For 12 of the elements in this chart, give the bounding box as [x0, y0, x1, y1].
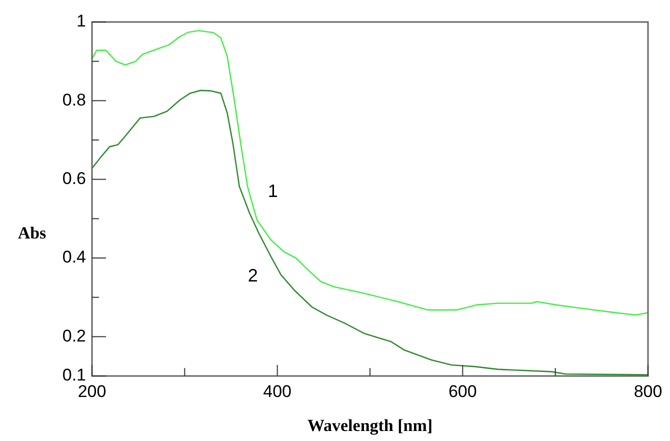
y-tick-label: 0.8	[62, 90, 86, 110]
x-tick-label: 600	[448, 382, 477, 401]
y-axis-title: Abs	[18, 223, 47, 242]
x-tick-label: 400	[263, 382, 292, 401]
x-tick-label: 800	[634, 382, 662, 401]
x-axis-title: Wavelength [nm]	[307, 416, 433, 436]
y-tick-label: 0.4	[62, 248, 86, 267]
series-label: 2	[248, 265, 258, 286]
y-tick-label: 0.6	[62, 169, 86, 188]
y-tick-label: 1	[76, 12, 86, 31]
y-tick-label: 0.2	[62, 326, 86, 346]
series-label: 1	[268, 180, 278, 201]
